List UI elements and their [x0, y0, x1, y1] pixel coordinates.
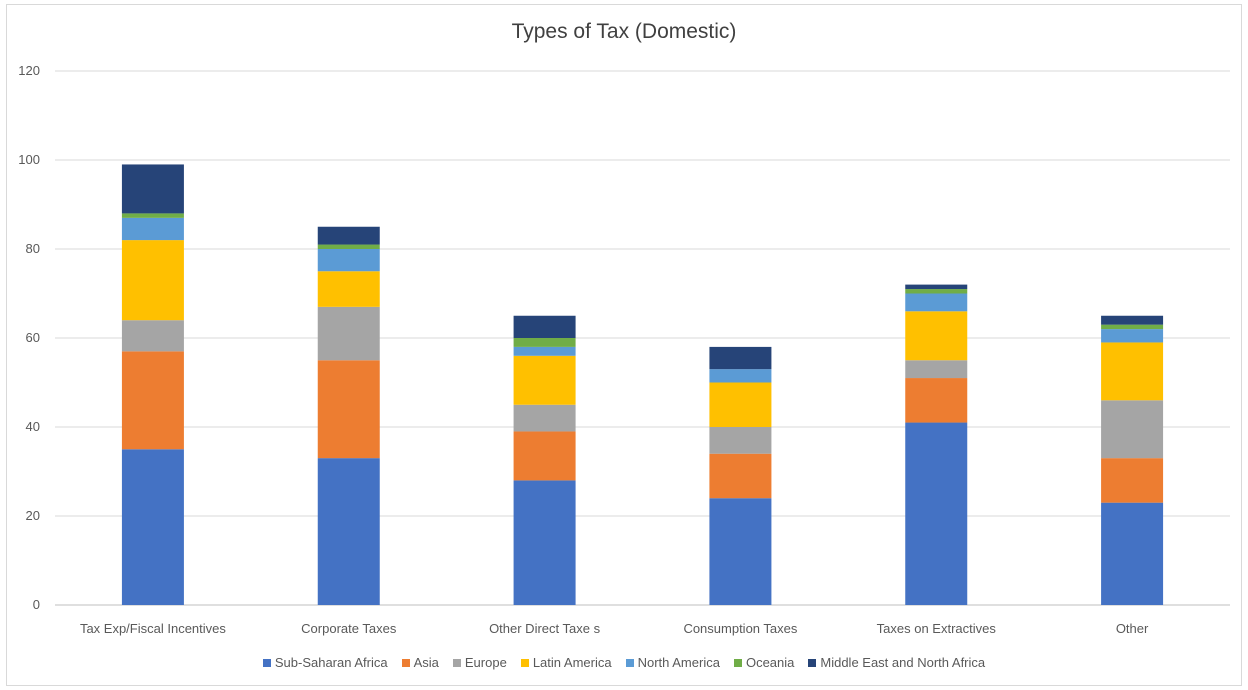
chart-plot: 0 20 40 60 80 100 120 Tax Exp/Fiscal Incentive…	[18, 63, 1230, 636]
y-tick-label: 120	[18, 63, 40, 78]
bar-segment	[121, 240, 184, 321]
bar-segment	[513, 404, 576, 432]
y-tick-label: 40	[26, 419, 40, 434]
bar-segment	[513, 480, 576, 605]
legend-item: Asia	[401, 655, 439, 670]
legend-swatch	[625, 658, 634, 667]
bar-segment	[317, 244, 380, 249]
legend-item: Sub-Saharan Africa	[262, 655, 388, 670]
y-axis-ticks: 0 20 40 60 80 100 120	[18, 63, 40, 612]
bar-segment	[513, 346, 576, 356]
bar-segment	[905, 360, 968, 379]
bar-segment	[513, 315, 576, 338]
y-tick-label: 80	[26, 241, 40, 256]
legend-label: Asia	[413, 655, 439, 670]
y-tick-label: 60	[26, 330, 40, 345]
bar-segment	[709, 498, 772, 605]
x-tick-label: Other	[1116, 621, 1149, 636]
bar-segment	[121, 351, 184, 450]
legend-label: North America	[637, 655, 720, 670]
bar-segment	[905, 422, 968, 605]
bar-segment	[121, 217, 184, 241]
bar-segment	[121, 213, 184, 218]
legend-swatch	[733, 658, 742, 667]
x-tick-label: Tax Exp/Fiscal Incentives	[80, 621, 226, 636]
bar-segment	[317, 271, 380, 307]
bar-segment	[317, 226, 380, 245]
bar-segment	[1101, 400, 1164, 459]
x-tick-label: Taxes on Extractives	[877, 621, 997, 636]
bar-segment	[317, 306, 380, 361]
bar-segment	[1101, 315, 1164, 325]
legend-item: Middle East and North Africa	[808, 655, 985, 670]
legend-swatch	[808, 658, 817, 667]
bar-segment	[317, 360, 380, 459]
x-tick-label: Other Direct Taxe s	[489, 621, 601, 636]
legend-item: North America	[625, 655, 720, 670]
bar-segment	[317, 458, 380, 605]
bar-segment	[905, 284, 968, 290]
legend-item: Europe	[452, 655, 507, 670]
legend-label: Sub-Saharan Africa	[274, 655, 388, 670]
legend-label: Europe	[464, 655, 507, 670]
x-axis-labels: Tax Exp/Fiscal Incentives Corporate Taxes…	[80, 621, 1149, 636]
chart-title: Types of Tax (Domestic)	[511, 20, 737, 43]
x-tick-label: Corporate Taxes	[301, 621, 397, 636]
bar-segment	[513, 431, 576, 481]
bar-segment	[1101, 502, 1164, 605]
legend-swatch	[262, 658, 271, 667]
bar-segment	[905, 378, 968, 423]
bar-segment	[709, 346, 772, 370]
legend-swatch	[452, 658, 461, 667]
chart-legend: Sub-Saharan Africa Asia Europe Latin Americ…	[0, 655, 1248, 670]
bar-segment	[513, 355, 576, 405]
bar-stacks	[121, 164, 1164, 605]
y-tick-label: 20	[26, 508, 40, 523]
y-tick-label: 100	[18, 152, 40, 167]
bar-segment	[1101, 458, 1164, 503]
bar-segment	[121, 164, 184, 214]
bar-segment	[317, 249, 380, 272]
bar-segment	[513, 338, 576, 347]
bar-segment	[709, 427, 772, 454]
legend-label: Middle East and North Africa	[820, 655, 986, 670]
bar-segment	[709, 453, 772, 499]
bar-segment	[905, 293, 968, 312]
bar-segment	[1101, 342, 1164, 401]
bar-segment	[905, 311, 968, 361]
bar-segment	[709, 382, 772, 427]
legend-label: Oceania	[745, 655, 795, 670]
x-tick-label: Consumption Taxes	[683, 621, 797, 636]
bar-segment	[121, 320, 184, 352]
bar-segment	[121, 449, 184, 605]
legend-item: Oceania	[733, 655, 795, 670]
chart-frame	[6, 4, 1242, 686]
bar-segment	[1101, 329, 1164, 343]
bar-segment	[1101, 324, 1164, 330]
legend-swatch	[401, 658, 410, 667]
gridlines	[55, 70, 1230, 606]
legend-swatch	[520, 658, 529, 667]
legend-item: Latin America	[520, 655, 612, 670]
legend-label: Latin America	[532, 655, 612, 670]
y-tick-label: 0	[33, 597, 40, 612]
bar-segment	[905, 289, 968, 294]
bar-segment	[709, 369, 772, 383]
